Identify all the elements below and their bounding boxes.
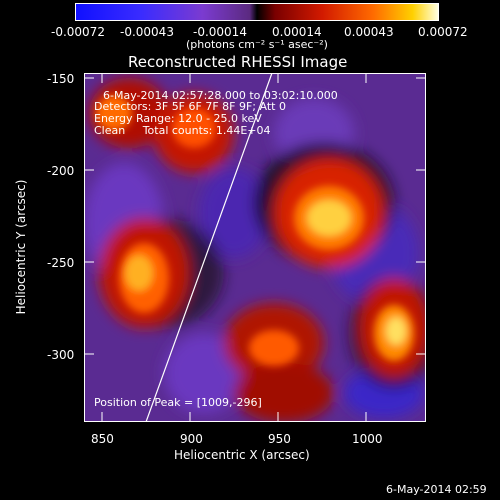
footer-date: 6-May-2014 02:59 (386, 483, 487, 496)
rhessi-image (84, 73, 426, 422)
axis-ticks (84, 73, 426, 422)
colorbar-tick-6: 0.00072 (418, 25, 468, 39)
y-tick-neg250: -250 (47, 256, 75, 270)
plot-frame (84, 73, 426, 422)
y-tick-neg200: -200 (47, 164, 75, 178)
clean-total-counts: Clean Total counts: 1.44E+04 (94, 124, 271, 137)
colorbar-tick-1: -0.00072 (51, 25, 105, 39)
solar-limb-line (145, 73, 273, 422)
y-tick-neg150: -150 (47, 72, 75, 86)
colorbar-tick-3: -0.00014 (193, 25, 247, 39)
x-tick-900: 900 (180, 432, 203, 446)
colorbar-tick-4: 0.00014 (272, 25, 322, 39)
detectors-info: Detectors: 3F 5F 6F 7F 8F 9F; Att 0 (94, 100, 286, 113)
y-axis-label: Heliocentric Y (arcsec) (14, 179, 28, 315)
colorbar (75, 3, 439, 21)
colorbar-units: (photons cm⁻² s⁻¹ asec⁻²) (186, 38, 328, 51)
colorbar-tick-2: -0.00043 (120, 25, 174, 39)
x-tick-950: 950 (268, 432, 291, 446)
x-axis-label: Heliocentric X (arcsec) (174, 448, 310, 462)
peak-position: Position of Peak = [1009,-296] (94, 396, 262, 409)
time-range: 6-May-2014 02:57:28.000 to 03:02:10.000 (103, 89, 338, 102)
y-tick-neg300: -300 (47, 348, 75, 362)
x-tick-850: 850 (91, 432, 114, 446)
plot-title: Reconstructed RHESSI Image (128, 53, 348, 71)
colorbar-tick-5: 0.00043 (344, 25, 394, 39)
energy-range: Energy Range: 12.0 - 25.0 keV (94, 112, 262, 125)
x-tick-1000: 1000 (352, 432, 383, 446)
